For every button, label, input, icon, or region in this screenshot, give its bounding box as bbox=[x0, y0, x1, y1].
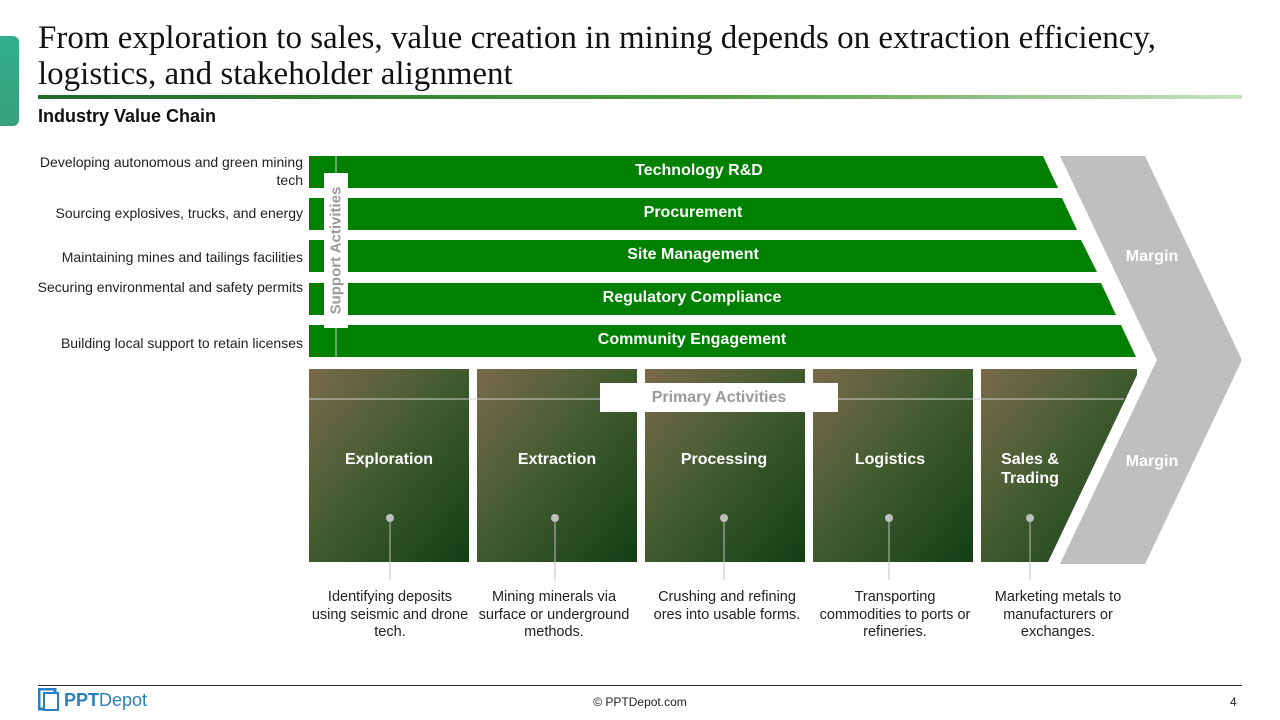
margin-chevron bbox=[1060, 156, 1242, 564]
activity-name-logistics: Logistics bbox=[854, 451, 926, 468]
activity-description-extraction: Mining minerals via surface or undergrou… bbox=[478, 589, 630, 640]
support-description-site-management: Maintaining mines and tailings facilitie… bbox=[61, 249, 303, 265]
support-bar-community bbox=[309, 325, 1136, 357]
pptdepot-logo-icon bbox=[38, 688, 59, 711]
footer-divider bbox=[38, 685, 1242, 686]
accent-tab bbox=[0, 36, 19, 126]
support-bar-regulatory bbox=[309, 283, 1116, 315]
primary-box-exploration bbox=[309, 369, 469, 562]
page-number: 4 bbox=[1230, 695, 1237, 709]
activity-description-sales: Marketing metals to manufacturers or exc… bbox=[994, 589, 1122, 640]
pptdepot-logo-text: PPTDepot bbox=[64, 689, 148, 710]
primary-box-logistics bbox=[813, 369, 973, 562]
activity-name-exploration: Exploration bbox=[344, 451, 433, 468]
connector-dot-logistics bbox=[885, 514, 893, 522]
footer-copyright: © PPTDepot.com bbox=[593, 695, 687, 709]
support-bar-label-community: Community Engagement bbox=[597, 331, 787, 348]
slide-subtitle: Industry Value Chain bbox=[38, 106, 217, 126]
support-description-technology: Developing autonomous and green mining t… bbox=[39, 154, 303, 188]
support-description-community: Building local support to retain license… bbox=[60, 335, 303, 351]
support-activities-label-box: Support Activities bbox=[324, 173, 348, 328]
margin-label-top: Margin bbox=[1125, 248, 1179, 265]
support-description-procurement: Sourcing explosives, trucks, and energy bbox=[55, 205, 303, 221]
support-description-regulatory: Securing environmental and safety permit… bbox=[37, 279, 303, 295]
activity-name-processing: Processing bbox=[680, 451, 768, 468]
margin-label-bottom: Margin bbox=[1125, 453, 1179, 470]
connector-dot-extraction bbox=[551, 514, 559, 522]
activity-name-extraction: Extraction bbox=[517, 451, 597, 468]
activity-description-logistics: Transporting commodities to ports or ref… bbox=[819, 589, 971, 640]
support-bar-label-site-management: Site Management bbox=[627, 246, 759, 263]
support-bar-label-technology: Technology R&D bbox=[635, 162, 763, 179]
primary-box-sales bbox=[981, 369, 1137, 562]
pptdepot-logo: PPTDepot bbox=[38, 688, 147, 712]
connector-dot-exploration bbox=[386, 514, 394, 522]
slide-title: From exploration to sales, value creatio… bbox=[38, 20, 1157, 92]
primary-activities-label: Primary Activities bbox=[600, 383, 838, 412]
connector-dot-processing bbox=[720, 514, 728, 522]
connector-dot-sales bbox=[1026, 514, 1034, 522]
activity-name-sales: Sales & Trading bbox=[1001, 451, 1059, 487]
activity-description-exploration: Identifying deposits using seismic and d… bbox=[311, 589, 469, 640]
support-bar-label-procurement: Procurement bbox=[643, 204, 743, 221]
activity-description-processing: Crushing and refining ores into usable f… bbox=[653, 589, 801, 623]
support-bar-procurement bbox=[309, 198, 1077, 230]
support-activities-label: Support Activities bbox=[327, 186, 345, 315]
title-divider bbox=[38, 95, 1242, 99]
support-bar-label-regulatory: Regulatory Compliance bbox=[602, 289, 782, 306]
support-bar-site-management bbox=[309, 240, 1097, 272]
support-bar-technology bbox=[309, 156, 1058, 188]
